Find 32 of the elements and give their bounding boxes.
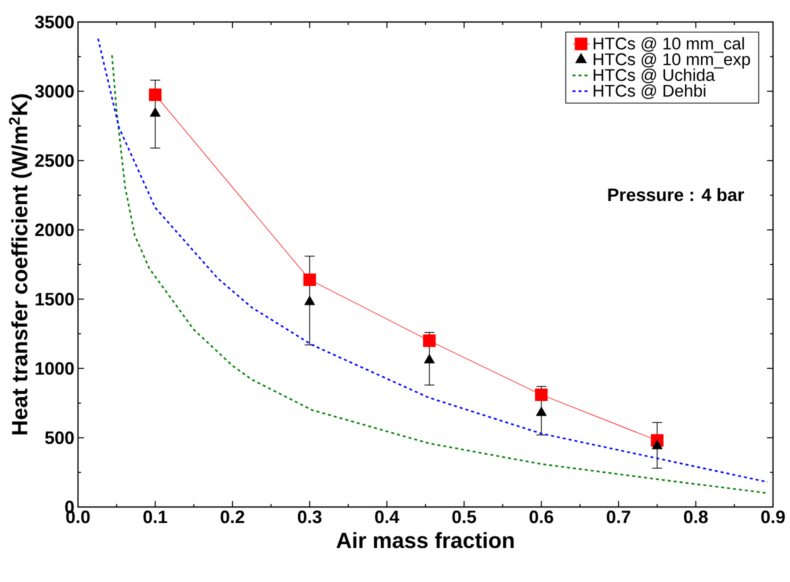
x-tick-label: 0.8: [684, 510, 708, 524]
point: [535, 388, 548, 402]
y-tick-label: 3000: [34, 84, 74, 98]
legend-label: HTCs @ 10 mm_cal: [594, 37, 744, 53]
x-tick-label: 0.3: [298, 510, 322, 524]
y-tick-label: 500: [45, 431, 74, 444]
point: [424, 354, 435, 364]
legend-label: HTCs @ 10 mm_exp: [594, 52, 750, 69]
legend-label: HTCs @ Dehbi: [594, 84, 706, 99]
point: [536, 406, 547, 416]
point: [303, 273, 316, 286]
x-tick-label: 0.9: [761, 510, 785, 524]
x-tick-label: 0.2: [220, 510, 244, 524]
y-tick-label: 1000: [36, 362, 74, 375]
point: [304, 296, 316, 306]
y-tick-label: 2500: [35, 154, 74, 167]
legend-label: HTCs @ Uchida: [594, 68, 715, 84]
y-tick-label: 2000: [35, 224, 74, 236]
x-tick-label: 0.4: [375, 510, 400, 524]
point: [423, 334, 436, 348]
x-tick-label: 0.6: [530, 510, 554, 524]
y-tick-label: 3500: [34, 16, 74, 28]
point: [148, 88, 162, 102]
x-tick-label: 0.7: [606, 510, 630, 524]
y-axis-title: Heat transfer coefficient (W/m$^{2}$K): [8, 94, 32, 434]
point: [652, 440, 663, 450]
y-tick-label: 1500: [36, 292, 74, 306]
x-tick-label: 0.1: [143, 510, 168, 524]
x-axis-title: Air mass fraction: [336, 532, 514, 548]
x-tick-label: 0.5: [452, 510, 476, 524]
annotation: Pressure : 4 bar: [608, 188, 744, 202]
point: [150, 107, 161, 117]
